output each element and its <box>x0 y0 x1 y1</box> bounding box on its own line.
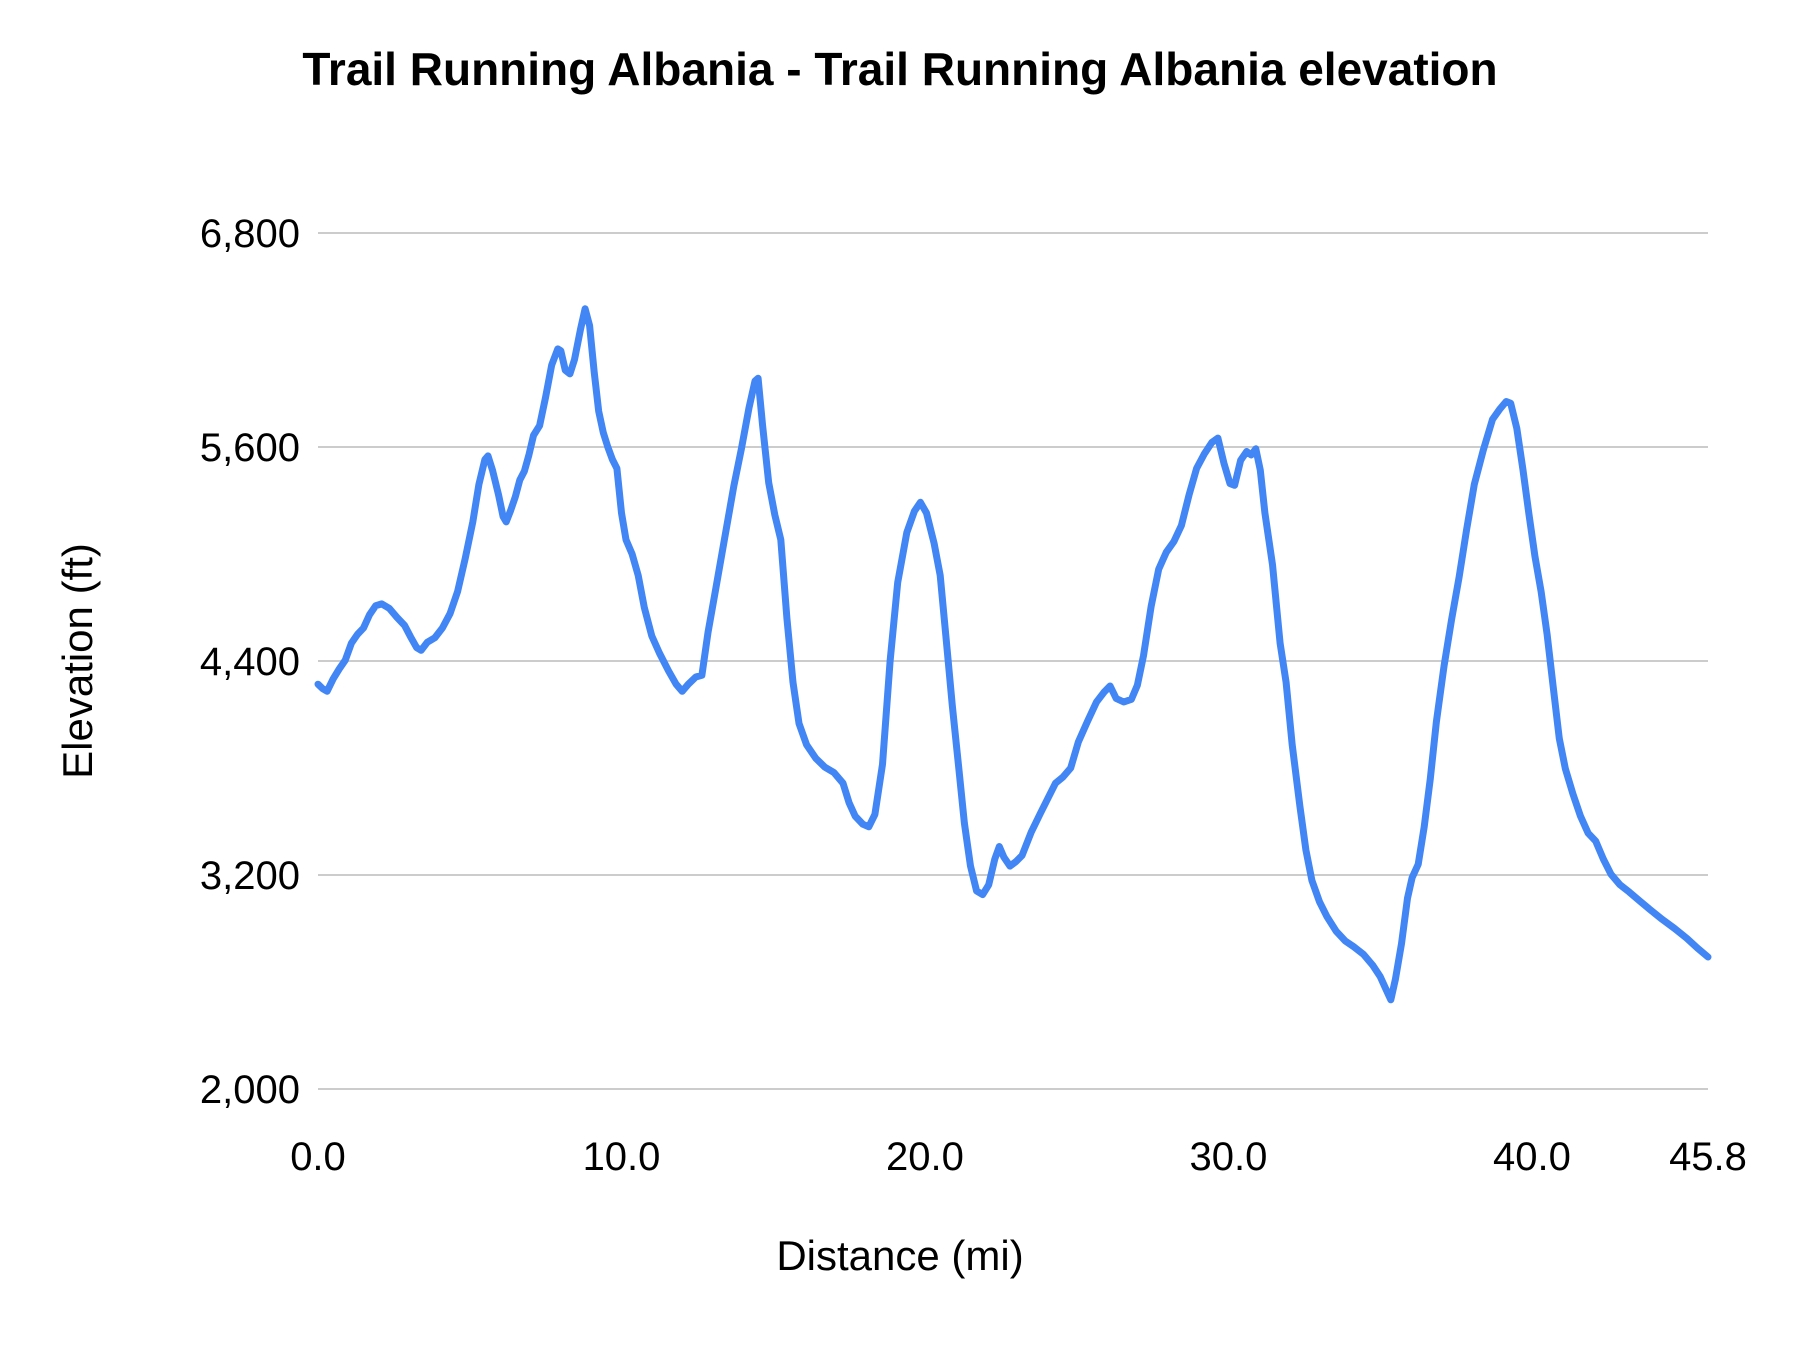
y-tick-label: 4,400 <box>200 640 300 684</box>
elevation-line <box>314 305 1712 1004</box>
x-tick-label: 20.0 <box>886 1135 964 1179</box>
y-tick-label: 6,800 <box>200 212 300 256</box>
x-axis-title: Distance (mi) <box>776 1232 1024 1279</box>
y-tick-label: 3,200 <box>200 854 300 898</box>
x-tick-label: 45.8 <box>1669 1135 1747 1179</box>
x-tick-label: 30.0 <box>1190 1135 1268 1179</box>
x-tick-label: 40.0 <box>1493 1135 1571 1179</box>
chart-title: Trail Running Albania - Trail Running Al… <box>302 43 1498 95</box>
x-tick-label: 10.0 <box>583 1135 661 1179</box>
y-tick-label: 5,600 <box>200 426 300 470</box>
x-tick-label: 0.0 <box>290 1135 346 1179</box>
y-tick-label: 2,000 <box>200 1068 300 1112</box>
